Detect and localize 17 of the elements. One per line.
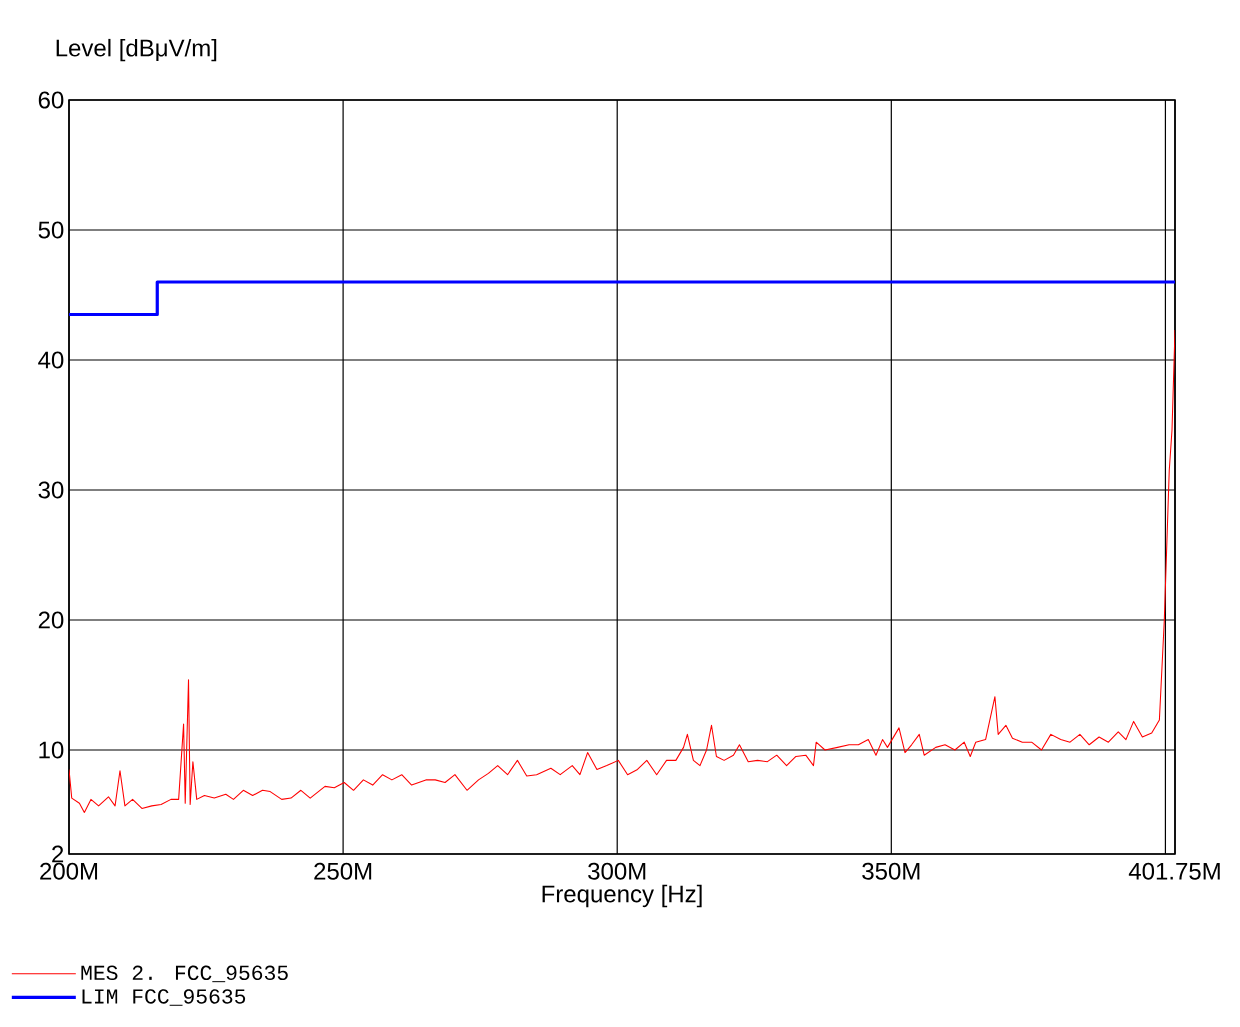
x-tick-label: 250M xyxy=(314,862,372,880)
legend-label: LIM FCC_95635 xyxy=(82,989,246,1006)
x-tick-label: 300M xyxy=(588,862,646,880)
x-tick-label: 401.75M xyxy=(1128,862,1220,880)
y-axis-title: Level [dBμV/m] xyxy=(56,38,217,62)
y-tick-label: 40 xyxy=(38,351,64,369)
y-tick-label: 60 xyxy=(38,91,64,109)
line-series xyxy=(69,329,1176,813)
y-tick-label: 30 xyxy=(38,481,64,499)
x-tick-label: 200M xyxy=(40,862,98,880)
x-tick-label: 350M xyxy=(862,862,920,880)
y-tick-label: 2 xyxy=(52,845,64,863)
y-tick-label: 20 xyxy=(38,611,64,629)
y-tick-label: 10 xyxy=(39,741,64,759)
legend-label: MES 2. FCC_95635 xyxy=(81,965,288,983)
y-tick-label: 50 xyxy=(38,221,64,239)
x-axis-title: Frequency [Hz] xyxy=(542,884,702,908)
